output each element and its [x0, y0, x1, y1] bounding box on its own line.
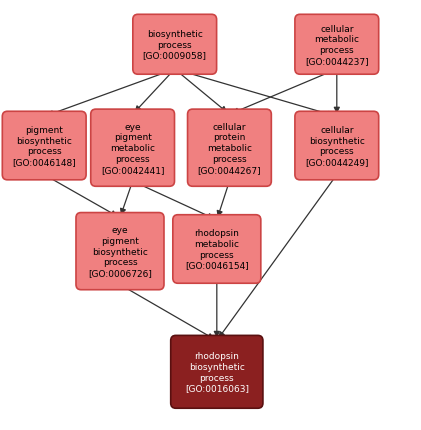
FancyBboxPatch shape — [188, 110, 271, 187]
Text: cellular
biosynthetic
process
[GO:0044249]: cellular biosynthetic process [GO:004424… — [305, 126, 368, 167]
Text: cellular
metabolic
process
[GO:0044237]: cellular metabolic process [GO:0044237] — [305, 25, 369, 66]
FancyBboxPatch shape — [171, 335, 263, 408]
FancyBboxPatch shape — [3, 112, 86, 181]
FancyBboxPatch shape — [133, 15, 216, 75]
FancyBboxPatch shape — [295, 15, 379, 75]
Text: rhodopsin
metabolic
process
[GO:0046154]: rhodopsin metabolic process [GO:0046154] — [185, 229, 249, 270]
Text: eye
pigment
metabolic
process
[GO:0042441]: eye pigment metabolic process [GO:004244… — [101, 123, 164, 174]
Text: cellular
protein
metabolic
process
[GO:0044267]: cellular protein metabolic process [GO:0… — [197, 123, 261, 174]
Text: eye
pigment
biosynthetic
process
[GO:0006726]: eye pigment biosynthetic process [GO:000… — [88, 226, 152, 277]
FancyBboxPatch shape — [91, 110, 174, 187]
Text: biosynthetic
process
[GO:0009058]: biosynthetic process [GO:0009058] — [143, 30, 207, 60]
Text: rhodopsin
biosynthetic
process
[GO:0016063]: rhodopsin biosynthetic process [GO:00160… — [185, 351, 249, 393]
FancyBboxPatch shape — [173, 215, 261, 284]
FancyBboxPatch shape — [295, 112, 379, 181]
FancyBboxPatch shape — [76, 213, 164, 290]
Text: pigment
biosynthetic
process
[GO:0046148]: pigment biosynthetic process [GO:0046148… — [12, 126, 76, 167]
